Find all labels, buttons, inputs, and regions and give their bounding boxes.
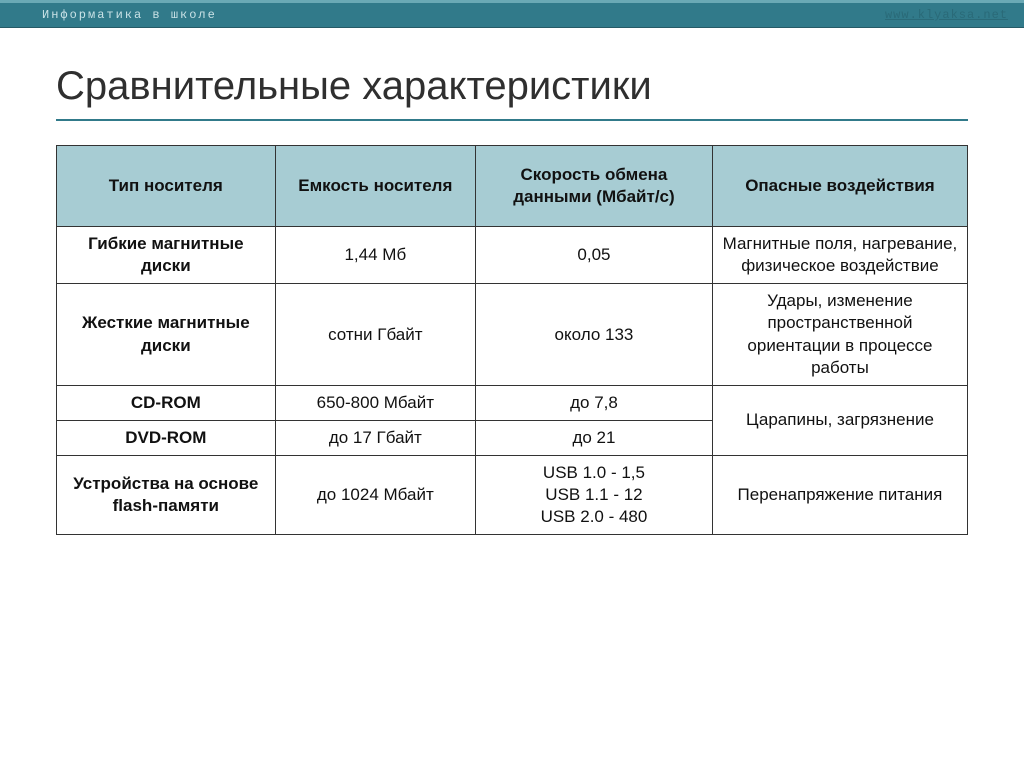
header-bar: Информатика в школе www.klyaksa.net xyxy=(0,0,1024,28)
cell-cap: 650-800 Мбайт xyxy=(275,385,475,420)
cell-cap: до 17 Гбайт xyxy=(275,420,475,455)
cell-type: Жесткие магнитные диски xyxy=(57,284,276,385)
cell-hazard: Царапины, загрязнение xyxy=(712,385,967,455)
cell-cap: сотни Гбайт xyxy=(275,284,475,385)
header-title: Информатика в школе xyxy=(42,8,217,22)
header-link[interactable]: www.klyaksa.net xyxy=(885,8,1008,22)
table-row: CD-ROM 650-800 Мбайт до 7,8 Царапины, за… xyxy=(57,385,968,420)
cell-speed: USB 1.0 - 1,5 USB 1.1 - 12 USB 2.0 - 480 xyxy=(476,455,713,534)
cell-type: DVD-ROM xyxy=(57,420,276,455)
cell-type: Гибкие магнитные диски xyxy=(57,227,276,284)
comparison-table: Тип носителя Емкость носителя Скорость о… xyxy=(56,145,968,535)
cell-type: Устройства на основе flash-памяти xyxy=(57,455,276,534)
cell-hazard: Перенапряжение питания xyxy=(712,455,967,534)
col-header-speed: Скорость обмена данными (Мбайт/с) xyxy=(476,146,713,227)
cell-speed: до 7,8 xyxy=(476,385,713,420)
table-row: Устройства на основе flash-памяти до 102… xyxy=(57,455,968,534)
col-header-cap: Емкость носителя xyxy=(275,146,475,227)
cell-cap: до 1024 Мбайт xyxy=(275,455,475,534)
col-header-hazard: Опасные воздействия xyxy=(712,146,967,227)
col-header-type: Тип носителя xyxy=(57,146,276,227)
cell-type: CD-ROM xyxy=(57,385,276,420)
cell-hazard: Удары, изменение пространственной ориент… xyxy=(712,284,967,385)
cell-hazard: Магнитные поля, нагревание, физическое в… xyxy=(712,227,967,284)
cell-speed: 0,05 xyxy=(476,227,713,284)
cell-cap: 1,44 Мб xyxy=(275,227,475,284)
slide-content: Сравнительные характеристики Тип носител… xyxy=(0,28,1024,535)
cell-speed: до 21 xyxy=(476,420,713,455)
table-row: Гибкие магнитные диски 1,44 Мб 0,05 Магн… xyxy=(57,227,968,284)
slide-title: Сравнительные характеристики xyxy=(56,64,968,121)
cell-speed: около 133 xyxy=(476,284,713,385)
table-row: Жесткие магнитные диски сотни Гбайт окол… xyxy=(57,284,968,385)
table-header-row: Тип носителя Емкость носителя Скорость о… xyxy=(57,146,968,227)
